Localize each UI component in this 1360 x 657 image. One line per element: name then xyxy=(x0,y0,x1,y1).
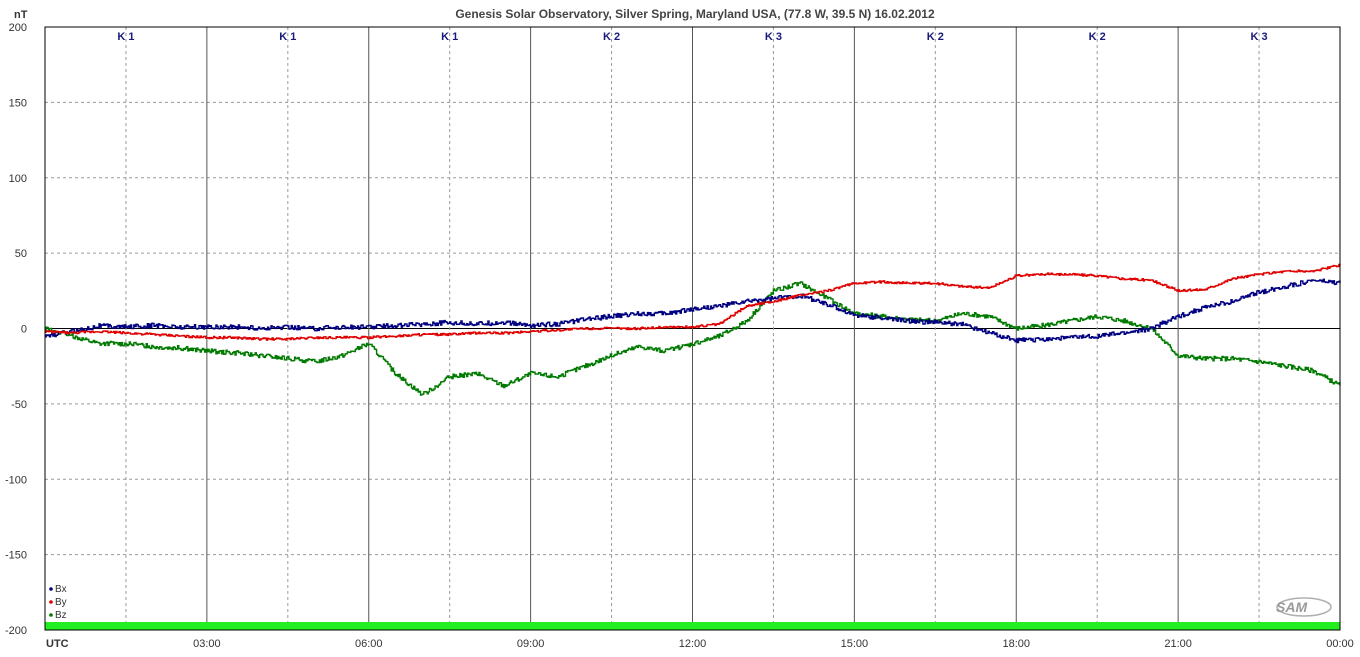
x-tick-label: 06:00 xyxy=(355,638,383,650)
y-tick-label: -150 xyxy=(5,550,27,562)
k-index-label: K 2 xyxy=(1089,31,1106,43)
logo-text: SAM xyxy=(1276,599,1307,615)
k-index-label: K 1 xyxy=(117,31,134,43)
x-tick-label: 00:00 xyxy=(1326,638,1354,650)
x-axis-unit-label: UTC xyxy=(46,638,69,650)
y-tick-label: -200 xyxy=(5,625,27,637)
y-tick-label: 100 xyxy=(9,173,27,185)
series-line-bx xyxy=(45,278,1341,344)
y-axis-unit: nT xyxy=(14,9,28,21)
legend: Bx By Bz xyxy=(49,584,67,621)
y-tick-label: 50 xyxy=(15,248,27,260)
legend-label-bx: Bx xyxy=(55,584,67,595)
y-tick-label: 200 xyxy=(9,22,27,34)
series-line-by xyxy=(45,263,1341,341)
series-lines xyxy=(45,263,1341,396)
logo-swoosh xyxy=(1276,597,1332,617)
legend-marker xyxy=(49,613,53,617)
legend-label-by: By xyxy=(55,597,67,608)
x-tick-labels: 03:00 06:00 09:00 12:00 15:00 18:00 21:00 00:00 xyxy=(193,638,1354,650)
legend-marker xyxy=(49,587,53,591)
k-index-label: K 3 xyxy=(765,31,782,43)
x-tick-label: 21:00 xyxy=(1164,638,1192,650)
k-index-label: K 1 xyxy=(441,31,458,43)
k-index-label: K 3 xyxy=(1251,31,1268,43)
y-tick-label: 0 xyxy=(21,324,27,336)
k-index-labels: K 1 K 1 K 1 K 2 K 3 K 2 K 2 K 3 xyxy=(117,31,1267,43)
x-tick-label: 15:00 xyxy=(841,638,869,650)
k-index-label: K 2 xyxy=(603,31,620,43)
y-tick-label: -100 xyxy=(5,474,27,486)
x-tick-label: 12:00 xyxy=(679,638,707,650)
x-tick-label: 03:00 xyxy=(193,638,221,650)
x-tick-label: 18:00 xyxy=(1002,638,1030,650)
y-tick-labels: 200 150 100 50 0 -50 -100 -150 -200 xyxy=(5,22,27,637)
series-line-bz xyxy=(45,281,1341,396)
sam-logo: SAM xyxy=(1276,597,1332,617)
y-tick-label: 150 xyxy=(9,97,27,109)
y-tick-label: -50 xyxy=(11,399,27,411)
plot-border xyxy=(44,26,1341,631)
baseline-bar xyxy=(45,622,1340,630)
legend-label-bz: Bz xyxy=(55,610,67,621)
chart-title: Genesis Solar Observatory, Silver Spring… xyxy=(455,7,935,21)
legend-marker xyxy=(49,600,53,604)
k-index-label: K 1 xyxy=(279,31,296,43)
x-tick-label: 09:00 xyxy=(517,638,545,650)
k-index-label: K 2 xyxy=(927,31,944,43)
